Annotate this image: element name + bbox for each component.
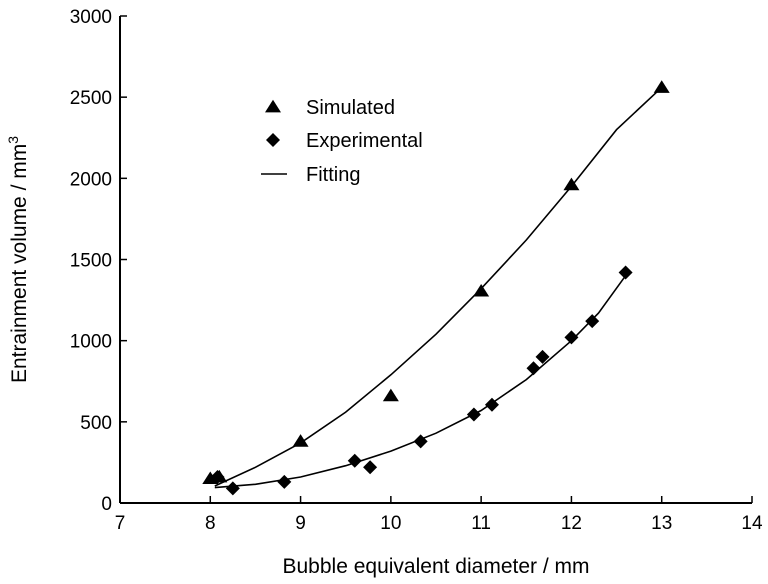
y-tick-label: 1000 — [70, 332, 112, 353]
experimental-point — [277, 474, 292, 489]
x-tick-label: 10 — [380, 513, 401, 534]
simulated-point — [653, 80, 670, 93]
experimental-point — [347, 453, 362, 468]
x-tick-label: 12 — [561, 513, 582, 534]
simulated-point — [382, 388, 399, 402]
x-tick-label: 11 — [471, 513, 491, 534]
data-markers — [202, 80, 670, 496]
y-axis-title-text: Entrainment volume / mm — [8, 144, 31, 383]
simulated-point — [563, 177, 580, 191]
experimental-point — [466, 407, 481, 422]
experimental-point — [210, 470, 225, 485]
y-tick-label: 1500 — [70, 251, 112, 272]
simulated-point — [292, 434, 309, 447]
simulated-fit-curve — [214, 86, 663, 487]
experimental-point — [535, 349, 550, 364]
experimental-point — [526, 361, 541, 376]
y-tick-label: 2500 — [70, 88, 112, 109]
experimental-point — [413, 434, 428, 449]
y-axis-ticks: 0 500 1000 1500 2000 2500 3000 — [70, 7, 127, 515]
x-tick-label: 8 — [205, 513, 216, 534]
experimental-point — [564, 330, 579, 345]
legend-label: Fitting — [306, 164, 360, 186]
legend-diamond-icon — [266, 133, 280, 147]
y-tick-label: 3000 — [70, 7, 112, 28]
x-tick-label: 7 — [115, 513, 126, 534]
experimental-point — [225, 481, 240, 496]
x-tick-label: 9 — [295, 513, 306, 534]
legend-triangle-icon — [265, 99, 281, 113]
x-tick-label: 14 — [741, 513, 763, 534]
simulated-point — [473, 283, 490, 297]
y-tick-label: 2000 — [70, 169, 112, 190]
y-axis-title: Entrainment volume / mm3 — [5, 136, 31, 383]
x-tick-label: 13 — [651, 513, 672, 534]
fitting-curves — [214, 86, 663, 489]
legend: Simulated Experimental Fitting — [261, 97, 423, 186]
x-axis-ticks: 7 8 9 10 11 12 13 14 — [115, 496, 763, 534]
experimental-point — [363, 460, 378, 475]
x-axis-title: Bubble equivalent diameter / mm — [283, 555, 590, 578]
legend-label: Experimental — [306, 130, 423, 152]
experimental-point — [618, 265, 633, 280]
y-tick-label: 500 — [80, 413, 112, 434]
legend-label: Simulated — [306, 97, 395, 119]
experimental-point — [484, 397, 499, 412]
y-axis-title-superscript: 3 — [5, 136, 21, 144]
y-tick-label: 0 — [101, 494, 112, 515]
experimental-point — [585, 314, 600, 329]
